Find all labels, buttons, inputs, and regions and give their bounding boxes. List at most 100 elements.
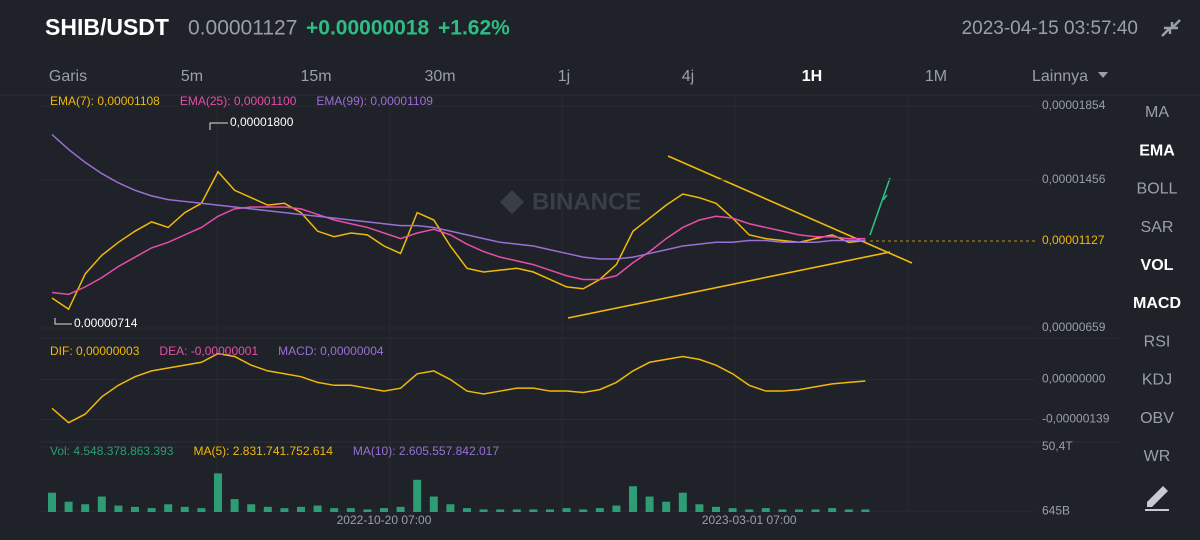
volume-bar	[745, 509, 754, 512]
watermark: BINANCE	[532, 188, 641, 215]
legend-entry: EMA(25): 0,00001100	[180, 94, 297, 108]
draw-tool-icon[interactable]	[1145, 486, 1169, 511]
volume-bar	[346, 508, 355, 512]
volume-bar	[114, 505, 123, 512]
volume-bar	[330, 508, 339, 512]
indicator-option[interactable]: WR	[1144, 448, 1171, 465]
volume-bar	[247, 504, 256, 512]
volume-bar	[811, 509, 820, 512]
volume-bar	[562, 508, 571, 512]
volume-bar	[463, 508, 471, 512]
volume-bar	[180, 506, 189, 512]
y-tick-label: 0,00000659	[1042, 320, 1106, 334]
y-tick-label: 0,00000000	[1042, 372, 1106, 386]
pair: SHIB/USDT	[45, 14, 169, 40]
price: 0.00001127	[188, 17, 297, 40]
volume-bar	[197, 508, 206, 512]
indicator-option[interactable]: BOLL	[1137, 181, 1178, 198]
max-marker	[209, 122, 228, 130]
y-tick-label: -0,00000139	[1042, 412, 1110, 426]
indicator-option[interactable]: RSI	[1144, 333, 1171, 350]
min-marker	[54, 318, 72, 325]
volume-bar	[97, 496, 106, 512]
volume-bar	[579, 509, 588, 512]
volume-bar	[313, 505, 322, 512]
series-line	[51, 352, 866, 424]
timeframe-tab[interactable]: 1j	[558, 68, 570, 85]
volume-bar	[778, 509, 787, 512]
y-tick-label: 0,00001854	[1042, 98, 1106, 112]
timeframe-tab[interactable]: 15m	[300, 68, 331, 85]
trend-arrow	[869, 177, 891, 236]
y-tick-label: 645B	[1042, 503, 1070, 517]
indicator-option[interactable]: VOL	[1141, 257, 1174, 274]
series-line	[51, 206, 866, 296]
legend-entry: DEA: -0,00000001	[159, 344, 258, 358]
timeframe-tab[interactable]: 30m	[424, 68, 455, 85]
timeframe-tab[interactable]: 5m	[181, 68, 203, 85]
dropdown-caret	[1098, 72, 1108, 78]
volume-bar	[546, 509, 554, 512]
volume-bar	[413, 479, 422, 512]
max-label: 0,00001800	[230, 115, 294, 129]
datetime: 2023-04-15 03:57:40	[962, 18, 1138, 39]
volume-bar	[446, 504, 455, 512]
volume-bar	[496, 509, 505, 512]
timeframe-tab[interactable]: Garis	[49, 68, 87, 85]
volume-bar	[662, 501, 671, 512]
trendlines	[567, 155, 913, 319]
change: +0.00000018	[306, 17, 430, 40]
timeframe-tab[interactable]: 4j	[682, 68, 694, 85]
volume-bar	[48, 492, 56, 512]
volume-bar	[380, 508, 388, 512]
volume-bar	[363, 509, 372, 512]
timeframe-tab[interactable]: Lainnya	[1032, 68, 1088, 85]
legend-entry: EMA(7): 0,00001108	[50, 94, 160, 108]
legend-entry: EMA(99): 0,00001109	[316, 94, 433, 108]
series-line	[51, 170, 866, 311]
volume-bar	[147, 508, 156, 512]
volume-bar	[429, 496, 438, 512]
timeframe-tab[interactable]: 1H	[802, 68, 822, 85]
volume-bar	[396, 506, 405, 512]
volume-bar	[861, 509, 870, 512]
indicator-option[interactable]: OBV	[1140, 410, 1174, 427]
last-price-label: 0,00001127	[1042, 233, 1105, 247]
volume-bar	[297, 506, 305, 512]
volume-bar	[761, 508, 770, 512]
indicator-option[interactable]: KDJ	[1142, 372, 1172, 389]
legend-entry: Vol: 4.548.378.863.393	[50, 444, 174, 458]
volume-bar	[612, 505, 621, 512]
volume-bar	[844, 509, 853, 512]
volume-bar	[728, 508, 737, 512]
volume-bar	[629, 486, 637, 512]
collapse-icon[interactable]	[1161, 19, 1181, 37]
volume-bar	[512, 509, 521, 512]
watermark-logo	[500, 190, 524, 214]
vertical-grid	[216, 95, 909, 512]
volume-bar	[164, 504, 173, 512]
volume-bar	[529, 509, 538, 512]
indicator-option[interactable]: MACD	[1133, 295, 1181, 312]
volume-bar	[230, 499, 239, 512]
volume-bar	[712, 506, 720, 512]
legend-entry: MA(10): 2.605.557.842.017	[353, 444, 499, 458]
volume-bar	[645, 496, 654, 512]
y-tick-label: 0,00001456	[1042, 172, 1106, 186]
timeframe-tab[interactable]: 1M	[925, 68, 947, 85]
volume-bar	[795, 509, 803, 512]
indicator-option[interactable]: EMA	[1139, 142, 1175, 159]
volume-bar	[214, 473, 222, 512]
volume-bar	[263, 506, 272, 512]
volume-bar	[695, 504, 704, 512]
indicator-option[interactable]: MA	[1145, 104, 1169, 121]
x-tick-label: 2023-03-01 07:00	[702, 513, 797, 527]
volume-bar	[280, 508, 289, 512]
volume-bar	[479, 509, 488, 512]
volume-bar	[828, 508, 837, 512]
indicator-option[interactable]: SAR	[1141, 219, 1174, 236]
volume-bar	[64, 501, 73, 512]
legend-entry: MA(5): 2.831.741.752.614	[193, 444, 333, 458]
